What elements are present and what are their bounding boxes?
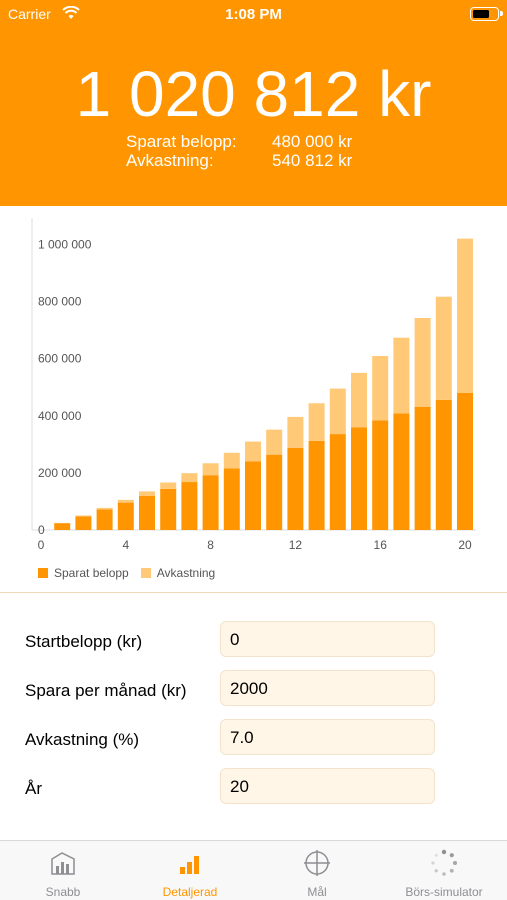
tab-label-bors-simulator: Börs-simulator <box>405 885 483 899</box>
bar-saved <box>202 475 219 530</box>
growth-chart: 0 200 000 400 000 600 000 800 000 1 000 000 0 4… <box>0 206 507 592</box>
legend-item-saved: Sparat belopp <box>38 566 129 580</box>
spinner-icon <box>431 849 457 876</box>
bar-saved <box>457 392 473 530</box>
legend-swatch-return <box>140 568 151 578</box>
return-rate-label: Avkastning (%) <box>25 730 140 749</box>
bar-saved <box>329 434 346 530</box>
years-label: År <box>25 779 42 798</box>
start-amount-input[interactable]: 0 <box>220 621 435 657</box>
tab-detaljerad[interactable]: Detaljerad <box>127 841 253 900</box>
growth-chart-svg: 0 200 000 400 000 600 000 800 000 1 000 000 0 4… <box>31 218 476 552</box>
saved-value: 480 000 kr <box>272 132 353 151</box>
bar-saved <box>393 413 410 530</box>
chart-legend: Sparat belopp Avkastning <box>38 566 227 580</box>
saved-label: Sparat belopp: <box>126 132 237 151</box>
bar-return <box>414 317 431 407</box>
legend-label-saved: Sparat belopp <box>54 566 129 580</box>
bar-saved <box>75 516 92 530</box>
y-tick-label: 0 <box>38 523 45 537</box>
x-tick-label: 16 <box>374 538 388 552</box>
return-value: 540 812 kr <box>272 151 353 170</box>
section-divider <box>0 592 507 593</box>
bar-saved <box>435 399 452 530</box>
bar-saved <box>351 427 367 530</box>
bar-return <box>181 473 198 483</box>
bar-return <box>245 441 261 462</box>
bar-return <box>351 372 367 428</box>
summary-header: Carrier 1:08 PM 1 020 812 kr Sparat belo… <box>0 0 507 206</box>
x-tick-label: 8 <box>207 538 214 552</box>
bar-return <box>223 452 240 469</box>
total-amount: 1 020 812 kr <box>75 58 432 130</box>
wifi-icon <box>62 5 80 25</box>
bar-saved <box>245 461 261 530</box>
carrier-label: Carrier <box>8 6 51 22</box>
bar-return <box>308 403 325 441</box>
bar-saved <box>160 488 177 530</box>
years-input[interactable]: 20 <box>220 768 435 804</box>
bar-chart-icon <box>180 856 199 874</box>
bar-return <box>202 463 219 476</box>
y-tick-label: 600 000 <box>38 352 82 366</box>
bar-saved <box>117 502 134 530</box>
tab-label-detaljerad: Detaljerad <box>162 885 218 899</box>
bar-saved <box>308 440 325 530</box>
bar-return <box>457 238 473 393</box>
form-row-return: Avkastning (%) 7.0 <box>0 719 507 761</box>
bar-return <box>160 482 177 489</box>
bar-return <box>435 296 452 400</box>
bar-return <box>117 499 134 503</box>
bar-return <box>96 507 113 510</box>
form-row-start: Startbelopp (kr) 0 <box>0 621 507 663</box>
bar-saved <box>372 420 389 530</box>
bar-saved <box>181 482 198 530</box>
tab-bar: Snabb Detaljerad Mål Börs-simulator <box>0 840 507 900</box>
tab-bors-simulator[interactable]: Börs-simulator <box>381 841 507 900</box>
bar-saved <box>414 406 431 530</box>
x-tick-label: 4 <box>122 538 129 552</box>
bar-return <box>329 388 346 435</box>
tab-snabb[interactable]: Snabb <box>0 841 126 900</box>
bar-saved <box>223 468 240 530</box>
bar-saved <box>54 523 71 530</box>
status-time: 1:08 PM <box>225 6 282 23</box>
tab-label-mal: Mål <box>307 885 327 899</box>
form-row-monthly: Spara per månad (kr) 2000 <box>0 670 507 712</box>
monthly-label: Spara per månad (kr) <box>25 681 187 700</box>
bar-return <box>372 355 389 421</box>
return-label: Avkastning: <box>126 151 214 170</box>
bar-saved <box>96 509 113 530</box>
return-rate-input[interactable]: 7.0 <box>220 719 435 755</box>
start-label: Startbelopp (kr) <box>25 632 143 651</box>
x-tick-label: 0 <box>38 538 45 552</box>
legend-item-return: Avkastning <box>140 566 216 580</box>
tab-label-snabb: Snabb <box>45 885 81 899</box>
y-tick-label: 800 000 <box>38 295 82 309</box>
tab-mal[interactable]: Mål <box>254 841 380 900</box>
y-tick-label: 1 000 000 <box>38 238 92 252</box>
monthly-savings-input[interactable]: 2000 <box>220 670 435 706</box>
bar-saved <box>266 454 283 530</box>
bar-return <box>287 416 304 448</box>
target-icon <box>304 850 330 876</box>
y-tick-label: 200 000 <box>38 466 82 480</box>
chart-quick-icon <box>51 852 75 875</box>
form-row-years: År 20 <box>0 768 507 810</box>
bar-return <box>393 337 410 414</box>
bar-return <box>75 515 92 517</box>
bar-return <box>139 491 155 496</box>
battery-icon <box>470 7 503 21</box>
legend-label-return: Avkastning <box>156 566 216 580</box>
status-bar: Carrier 1:08 PM <box>0 0 507 28</box>
x-tick-label: 12 <box>289 538 303 552</box>
bar-saved <box>139 495 155 530</box>
bar-saved <box>287 447 304 530</box>
bar-return <box>266 429 283 455</box>
x-tick-label: 20 <box>458 538 472 552</box>
legend-swatch-saved <box>38 568 48 578</box>
y-tick-label: 400 000 <box>38 409 82 423</box>
